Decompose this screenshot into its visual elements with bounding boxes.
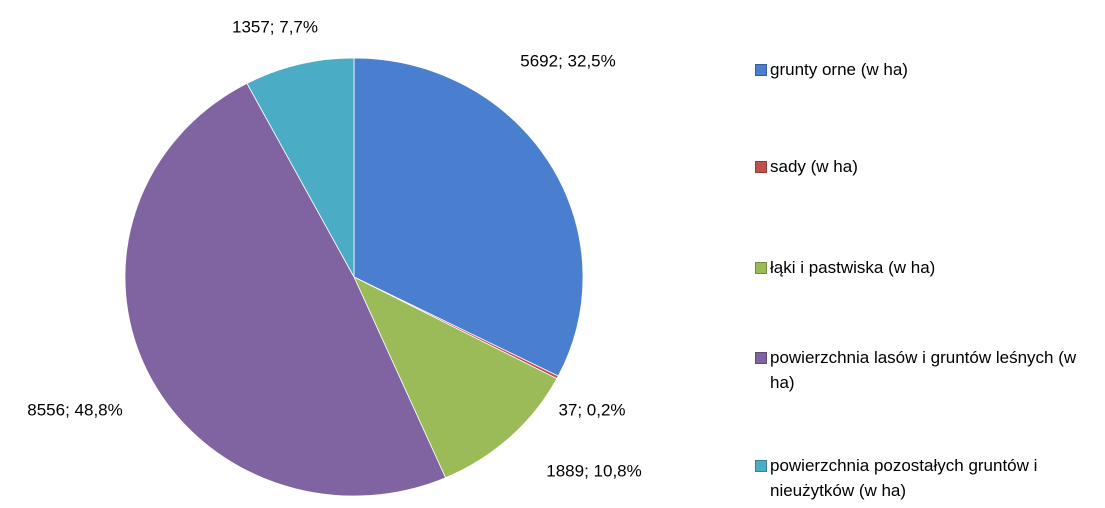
pie-slice [353, 276, 558, 479]
legend-item: sady (w ha) [755, 154, 1100, 179]
data-label: 1889; 10,8% [546, 461, 641, 480]
data-label: 37; 0,2% [558, 400, 625, 419]
legend-label: powierzchnia pozostałych gruntów i nieuż… [770, 456, 1038, 500]
pie-slice [353, 57, 584, 377]
legend-item: łąki i pastwiska (w ha) [755, 255, 1100, 280]
data-label: 1357; 7,7% [232, 17, 318, 36]
legend-swatch [755, 64, 767, 76]
legend-label: grunty orne (w ha) [770, 60, 908, 79]
legend-item: powierzchnia lasów i gruntów leśnych (w … [755, 345, 1100, 395]
legend-swatch [755, 262, 767, 274]
legend-label: łąki i pastwiska (w ha) [770, 258, 936, 277]
legend-item: powierzchnia pozostałych gruntów i nieuż… [755, 453, 1100, 503]
legend-swatch [755, 161, 767, 173]
data-label: 8556; 48,8% [27, 400, 122, 419]
pie-slice [246, 57, 355, 278]
legend-label: powierzchnia lasów i gruntów leśnych (w … [770, 348, 1077, 392]
legend-swatch [755, 460, 767, 472]
pie-slice [124, 82, 447, 497]
legend-label: sady (w ha) [770, 157, 858, 176]
legend-swatch [755, 352, 767, 364]
data-label: 5692; 32,5% [520, 51, 615, 70]
legend-item: grunty orne (w ha) [755, 57, 1100, 82]
